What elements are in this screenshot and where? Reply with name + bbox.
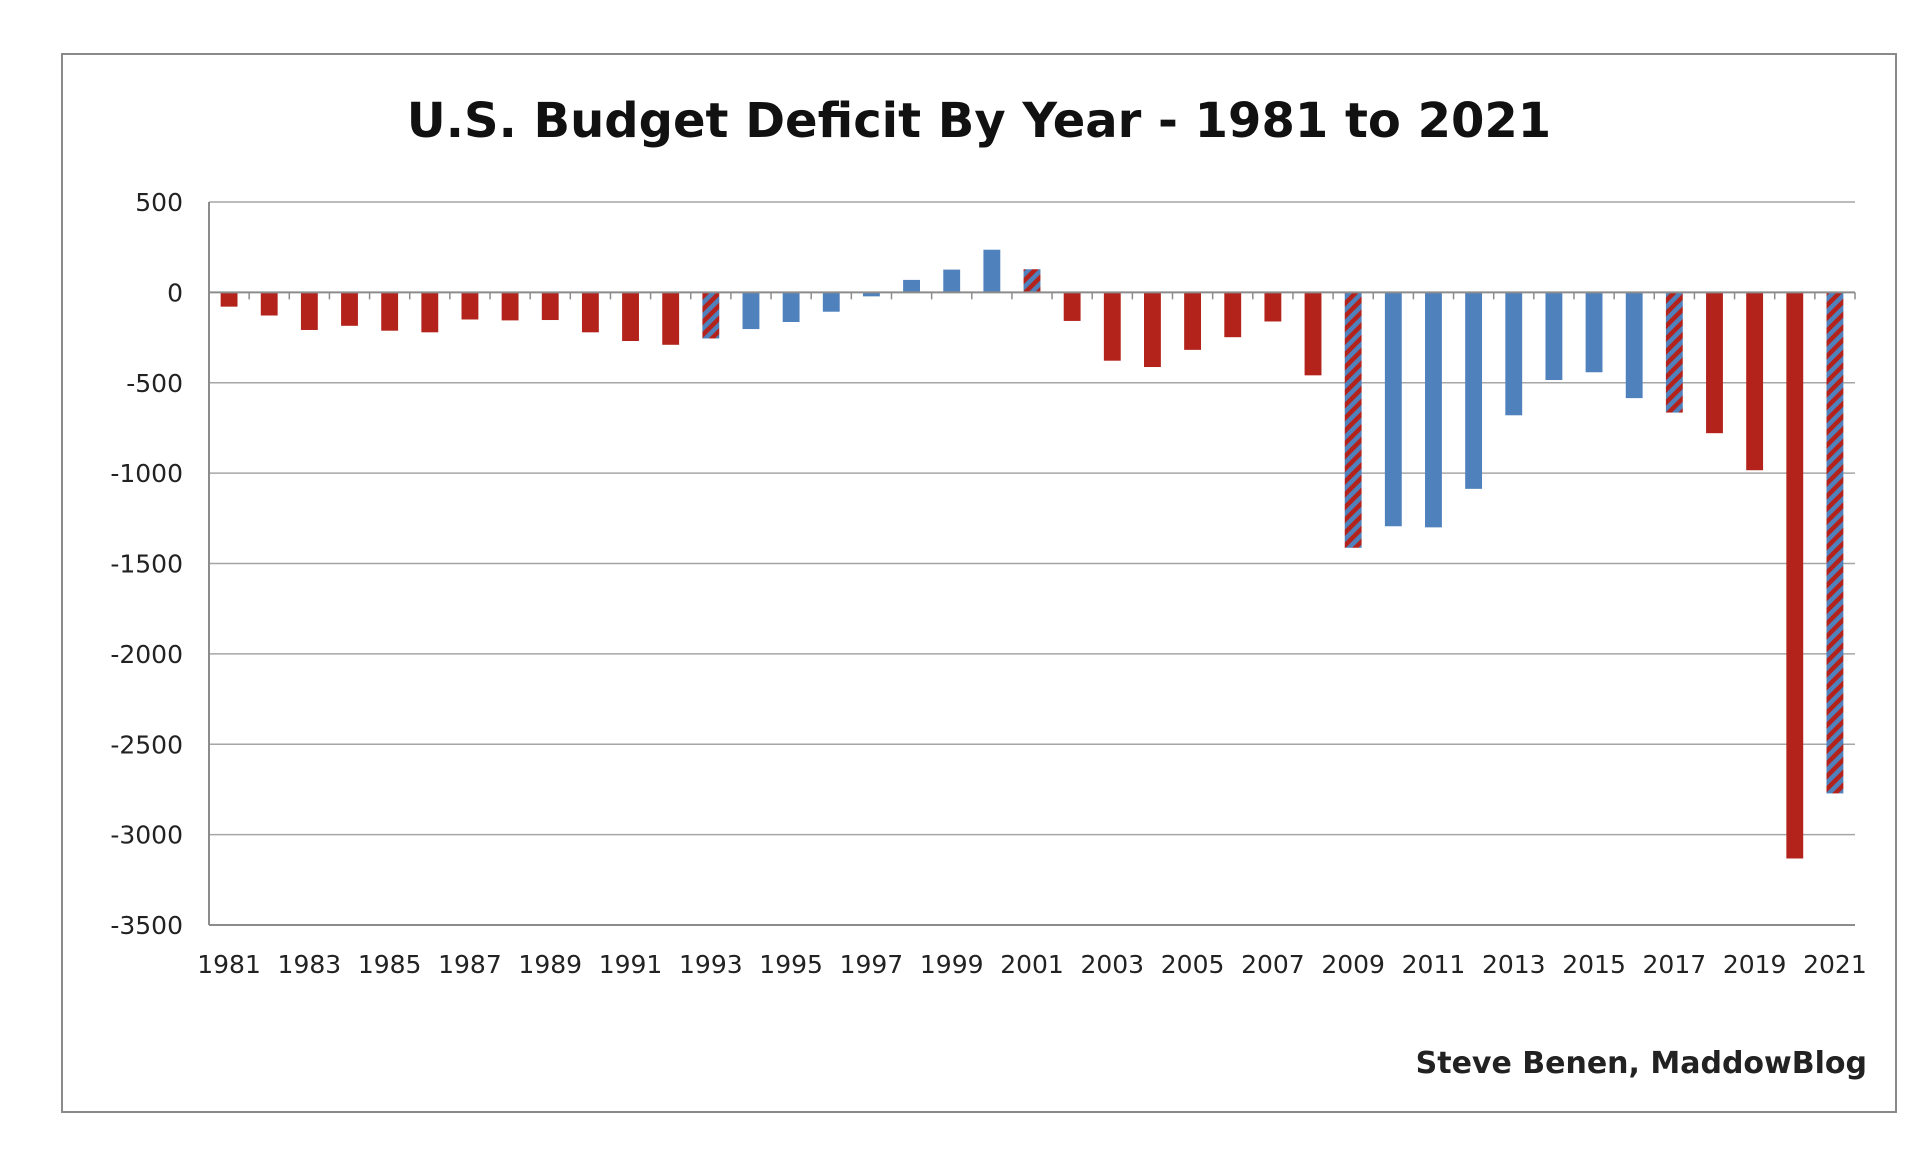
bar-1999 <box>943 269 961 293</box>
bar-2000 <box>983 249 1001 293</box>
x-tick-label: 1985 <box>358 950 422 979</box>
gridlines <box>209 201 1855 926</box>
bar-1987 <box>461 292 479 320</box>
bar-2020 <box>1786 292 1804 859</box>
bar-1986 <box>421 292 439 333</box>
chart-frame: U.S. Budget Deficit By Year - 1981 to 20… <box>61 53 1897 1113</box>
bar-2017 <box>1665 292 1683 413</box>
bar-2002 <box>1063 292 1081 321</box>
y-tick-label: 0 <box>167 278 183 307</box>
x-tick-label: 2021 <box>1803 950 1867 979</box>
x-tick-label: 2001 <box>1000 950 1064 979</box>
x-tick-label: 2007 <box>1241 950 1305 979</box>
x-tick-label: 2005 <box>1161 950 1225 979</box>
y-tick-label: -3000 <box>110 821 183 850</box>
x-tick-label: 1981 <box>197 950 261 979</box>
x-tick-label: 1997 <box>840 950 904 979</box>
bar-2018 <box>1706 292 1723 434</box>
bar-2012 <box>1465 292 1483 489</box>
x-tick-label: 2013 <box>1482 950 1546 979</box>
bar-1989 <box>541 292 559 321</box>
bar-1994 <box>742 292 760 330</box>
bar-2008 <box>1304 292 1322 376</box>
y-tick-label: -2000 <box>110 640 183 669</box>
x-tick-label: 2003 <box>1080 950 1144 979</box>
bar-1998 <box>903 279 920 293</box>
bar-1984 <box>341 292 358 326</box>
bar-1981 <box>220 292 238 307</box>
bars <box>220 249 1844 859</box>
bar-2005 <box>1184 292 1202 350</box>
bar-2010 <box>1384 292 1402 527</box>
bar-2007 <box>1264 292 1282 322</box>
x-tick-label: 2015 <box>1562 950 1626 979</box>
bar-2015 <box>1585 292 1603 373</box>
bar-2006 <box>1224 292 1242 338</box>
y-tick-label: -2500 <box>110 730 183 759</box>
x-tick-label: 2011 <box>1402 950 1466 979</box>
bar-1983 <box>300 292 318 330</box>
x-tick-label: 2017 <box>1643 950 1707 979</box>
y-tick-label: -500 <box>126 369 183 398</box>
x-tick-label: 1999 <box>920 950 984 979</box>
y-tick-label: 500 <box>135 188 183 217</box>
y-tick-label: -1000 <box>110 459 183 488</box>
bar-2001 <box>1023 269 1041 293</box>
x-tick-label: 1991 <box>599 950 663 979</box>
bar-1990 <box>581 292 599 333</box>
bar-2021 <box>1826 292 1844 794</box>
bar-1993 <box>702 292 720 339</box>
x-tick-label: 1989 <box>518 950 582 979</box>
bar-1988 <box>501 292 519 321</box>
bar-1982 <box>260 292 278 316</box>
bar-2003 <box>1103 292 1121 361</box>
x-tick-label: 1987 <box>438 950 502 979</box>
bar-2009 <box>1344 292 1362 548</box>
bar-2013 <box>1505 292 1523 416</box>
y-tick-labels: 500 0 -500 -1000 -1500 -2000 -2500 -3000 -3500 <box>110 188 183 940</box>
bar-1991 <box>622 292 639 341</box>
x-tick-label: 1983 <box>278 950 342 979</box>
bar-2016 <box>1625 292 1643 399</box>
bar-1985 <box>381 292 399 331</box>
bar-1996 <box>822 292 840 312</box>
x-tick-labels: 1981 1983 1985 1987 1989 1991 1993 1995 1997 1999… <box>197 950 1866 979</box>
bar-2019 <box>1746 292 1764 471</box>
x-tick-label: 1995 <box>759 950 823 979</box>
bar-2011 <box>1425 292 1442 528</box>
bar-2014 <box>1545 292 1563 381</box>
x-tick-label: 2009 <box>1321 950 1385 979</box>
bar-chart: U.S. Budget Deficit By Year - 1981 to 20… <box>110 93 1867 1081</box>
x-tick-label: 2019 <box>1723 950 1787 979</box>
credit-text: Steve Benen, MaddowBlog <box>1416 1046 1867 1081</box>
y-tick-label: -3500 <box>110 911 183 940</box>
y-tick-label: -1500 <box>110 550 183 579</box>
bar-1992 <box>662 292 680 345</box>
bar-1995 <box>782 292 800 323</box>
axes <box>208 202 1856 926</box>
chart-title: U.S. Budget Deficit By Year - 1981 to 20… <box>407 93 1551 149</box>
bar-1997 <box>862 292 880 297</box>
bar-2004 <box>1144 292 1161 368</box>
x-tick-label: 1993 <box>679 950 743 979</box>
